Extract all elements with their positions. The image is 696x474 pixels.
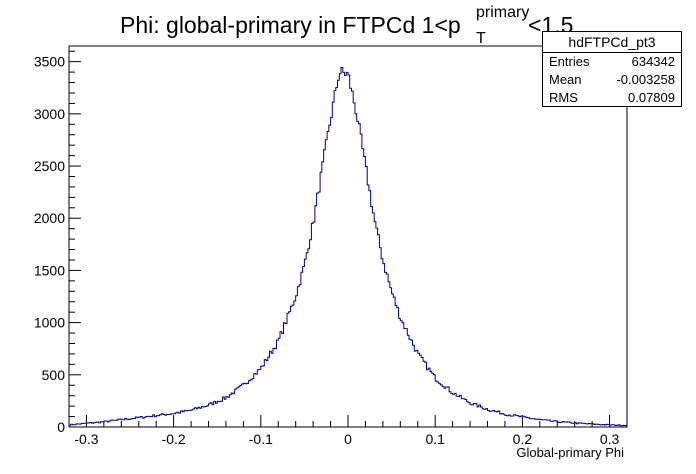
x-tick-label: 0.2 <box>513 431 533 447</box>
rms-value: 0.07809 <box>628 90 675 105</box>
histogram-line <box>69 67 627 427</box>
y-tick-label: 1500 <box>34 262 65 278</box>
rms-label: RMS <box>549 90 578 105</box>
x-axis: -0.3 -0.2 -0.1 0 0.1 0.2 0.3 <box>68 415 628 447</box>
title-subscript: T <box>476 30 486 47</box>
stats-name: hdFTPCd_pt3 <box>543 32 681 53</box>
x-tick-label: 0.3 <box>600 431 620 447</box>
x-tick-label: -0.2 <box>162 431 186 447</box>
stats-box: hdFTPCd_pt3 Entries 634342 Mean -0.00325… <box>542 31 682 107</box>
x-tick-label: -0.1 <box>249 431 273 447</box>
x-tick-label: 0 <box>344 431 352 447</box>
y-tick-label: 3000 <box>34 106 65 122</box>
mean-value: -0.003258 <box>616 72 675 87</box>
stats-entries-row: Entries 634342 <box>543 53 681 71</box>
y-tick-label: 500 <box>42 367 66 383</box>
mean-label: Mean <box>549 72 582 87</box>
y-tick-label: 2000 <box>34 210 65 226</box>
stats-mean-row: Mean -0.003258 <box>543 71 681 89</box>
entries-label: Entries <box>549 54 590 69</box>
stats-rms-row: RMS 0.07809 <box>543 89 681 107</box>
y-axis: 0 500 1000 1500 2000 2500 3000 3500 <box>34 50 81 435</box>
x-axis-title: Global-primary Phi <box>516 445 624 460</box>
y-tick-label: 3500 <box>34 54 65 70</box>
y-tick-label: 0 <box>57 419 65 435</box>
title-superscript: primary <box>476 4 530 21</box>
chart-title: Phi: global-primary in FTPCd 1<p primary… <box>0 0 696 47</box>
entries-value: 634342 <box>631 54 675 69</box>
x-tick-label: -0.3 <box>74 431 98 447</box>
y-tick-label: 2500 <box>34 158 65 174</box>
x-tick-label: 0.1 <box>425 431 445 447</box>
y-tick-label: 1000 <box>34 315 65 331</box>
title-main: Phi: global-primary in FTPCd 1<p <box>120 12 461 38</box>
